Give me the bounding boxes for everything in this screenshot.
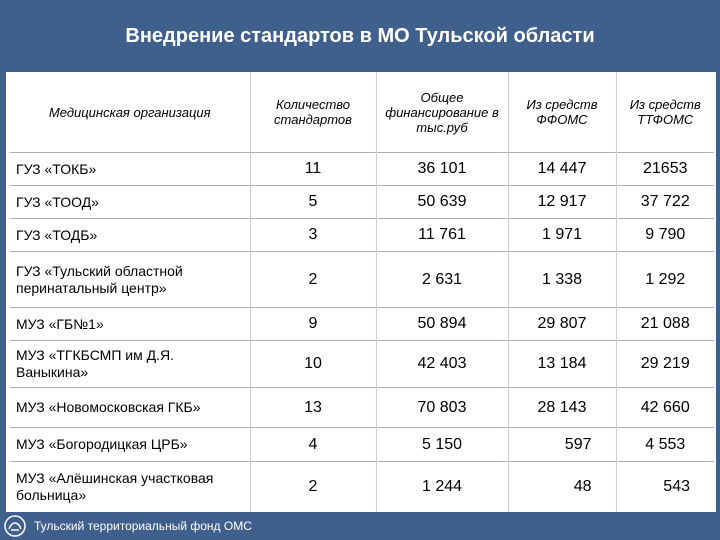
cell-standards-count: 5 xyxy=(250,185,377,219)
cell-standards-count: 9 xyxy=(250,307,377,341)
right-accent-strip xyxy=(716,72,720,512)
cell-organization: МУЗ «Алёшинская участковая больница» xyxy=(10,461,251,512)
cell-ttfoms: 9 790 xyxy=(616,218,714,252)
cell-organization: ГУЗ «ТОКБ» xyxy=(10,152,251,186)
header-standards-count: Количество стандартов xyxy=(250,72,377,153)
header-total-funding: Общее финансирование в тыс.руб xyxy=(376,72,509,153)
cell-organization: МУЗ «ТГКБСМП им Д.Я. Ваныкина» xyxy=(10,340,251,388)
cell-total-funding: 36 101 xyxy=(376,152,509,186)
cell-ffoms: 28 143 xyxy=(508,387,617,428)
table-row: ГУЗ «ТОКБ» 11 36 101 14 447 21653 xyxy=(10,152,714,186)
table-row: МУЗ «ГБ№1» 9 50 894 29 807 21 088 xyxy=(10,307,714,341)
cell-total-funding: 11 761 xyxy=(376,218,509,252)
footer-text: Тульский территориальный фонд ОМС xyxy=(34,519,252,533)
cell-total-funding: 70 803 xyxy=(376,387,509,428)
header-organization: Медицинская организация xyxy=(10,72,251,153)
cell-ffoms: 29 807 xyxy=(508,307,617,341)
cell-total-funding: 1 244 xyxy=(376,461,509,512)
title-bar: Внедрение стандартов в МО Тульской облас… xyxy=(0,0,720,72)
page-title: Внедрение стандартов в МО Тульской облас… xyxy=(125,24,595,47)
standards-table: Медицинская организация Количество станд… xyxy=(10,72,714,512)
table-header-row: Медицинская организация Количество станд… xyxy=(10,72,714,153)
cell-ttfoms: 42 660 xyxy=(616,387,714,428)
cell-total-funding: 42 403 xyxy=(376,340,509,388)
table-row: ГУЗ «Тульский областной перинатальный це… xyxy=(10,251,714,308)
cell-ffoms: 1 971 xyxy=(508,218,617,252)
cell-ttfoms: 1 292 xyxy=(616,251,714,308)
cell-ffoms: 597 xyxy=(508,427,617,462)
cell-ffoms: 1 338 xyxy=(508,251,617,308)
table-row: МУЗ «Алёшинская участковая больница» 2 1… xyxy=(10,461,714,512)
header-ffoms: Из средств ФФОМС xyxy=(508,72,617,153)
cell-standards-count: 11 xyxy=(250,152,377,186)
cell-ttfoms: 37 722 xyxy=(616,185,714,219)
table-row: МУЗ «Новомосковская ГКБ» 13 70 803 28 14… xyxy=(10,387,714,428)
footer-bar: Тульский территориальный фонд ОМС xyxy=(0,512,720,540)
cell-total-funding: 5 150 xyxy=(376,427,509,462)
cell-total-funding: 50 639 xyxy=(376,185,509,219)
cell-ffoms: 13 184 xyxy=(508,340,617,388)
cell-ttfoms: 4 553 xyxy=(616,427,714,462)
cell-standards-count: 4 xyxy=(250,427,377,462)
table-row: ГУЗ «ТООД» 5 50 639 12 917 37 722 xyxy=(10,185,714,219)
cell-standards-count: 2 xyxy=(250,251,377,308)
table-row: МУЗ «ТГКБСМП им Д.Я. Ваныкина» 10 42 403… xyxy=(10,340,714,388)
cell-organization: ГУЗ «ТОДБ» xyxy=(10,218,251,252)
cell-organization: ГУЗ «ТООД» xyxy=(10,185,251,219)
cell-total-funding: 50 894 xyxy=(376,307,509,341)
cell-organization: МУЗ «ГБ№1» xyxy=(10,307,251,341)
cell-ffoms: 12 917 xyxy=(508,185,617,219)
cell-ffoms: 48 xyxy=(508,461,617,512)
cell-ttfoms: 21653 xyxy=(616,152,714,186)
cell-organization: МУЗ «Новомосковская ГКБ» xyxy=(10,387,251,428)
table-row: ГУЗ «ТОДБ» 3 11 761 1 971 9 790 xyxy=(10,218,714,252)
cell-organization: ГУЗ «Тульский областной перинатальный це… xyxy=(10,251,251,308)
cell-organization: МУЗ «Богородицкая ЦРБ» xyxy=(10,427,251,462)
header-ttfoms: Из средств ТТФОМС xyxy=(629,97,701,127)
cell-standards-count: 13 xyxy=(250,387,377,428)
cell-standards-count: 3 xyxy=(250,218,377,252)
cell-total-funding: 2 631 xyxy=(376,251,509,308)
cell-ttfoms: 29 219 xyxy=(616,340,714,388)
cell-standards-count: 2 xyxy=(250,461,377,512)
left-accent-strip xyxy=(0,72,6,512)
fund-logo-icon xyxy=(4,515,26,537)
cell-ttfoms: 21 088 xyxy=(616,307,714,341)
table-row: МУЗ «Богородицкая ЦРБ» 4 5 150 597 4 553 xyxy=(10,427,714,462)
cell-ffoms: 14 447 xyxy=(508,152,617,186)
cell-standards-count: 10 xyxy=(250,340,377,388)
cell-ttfoms: 543 xyxy=(616,461,714,512)
